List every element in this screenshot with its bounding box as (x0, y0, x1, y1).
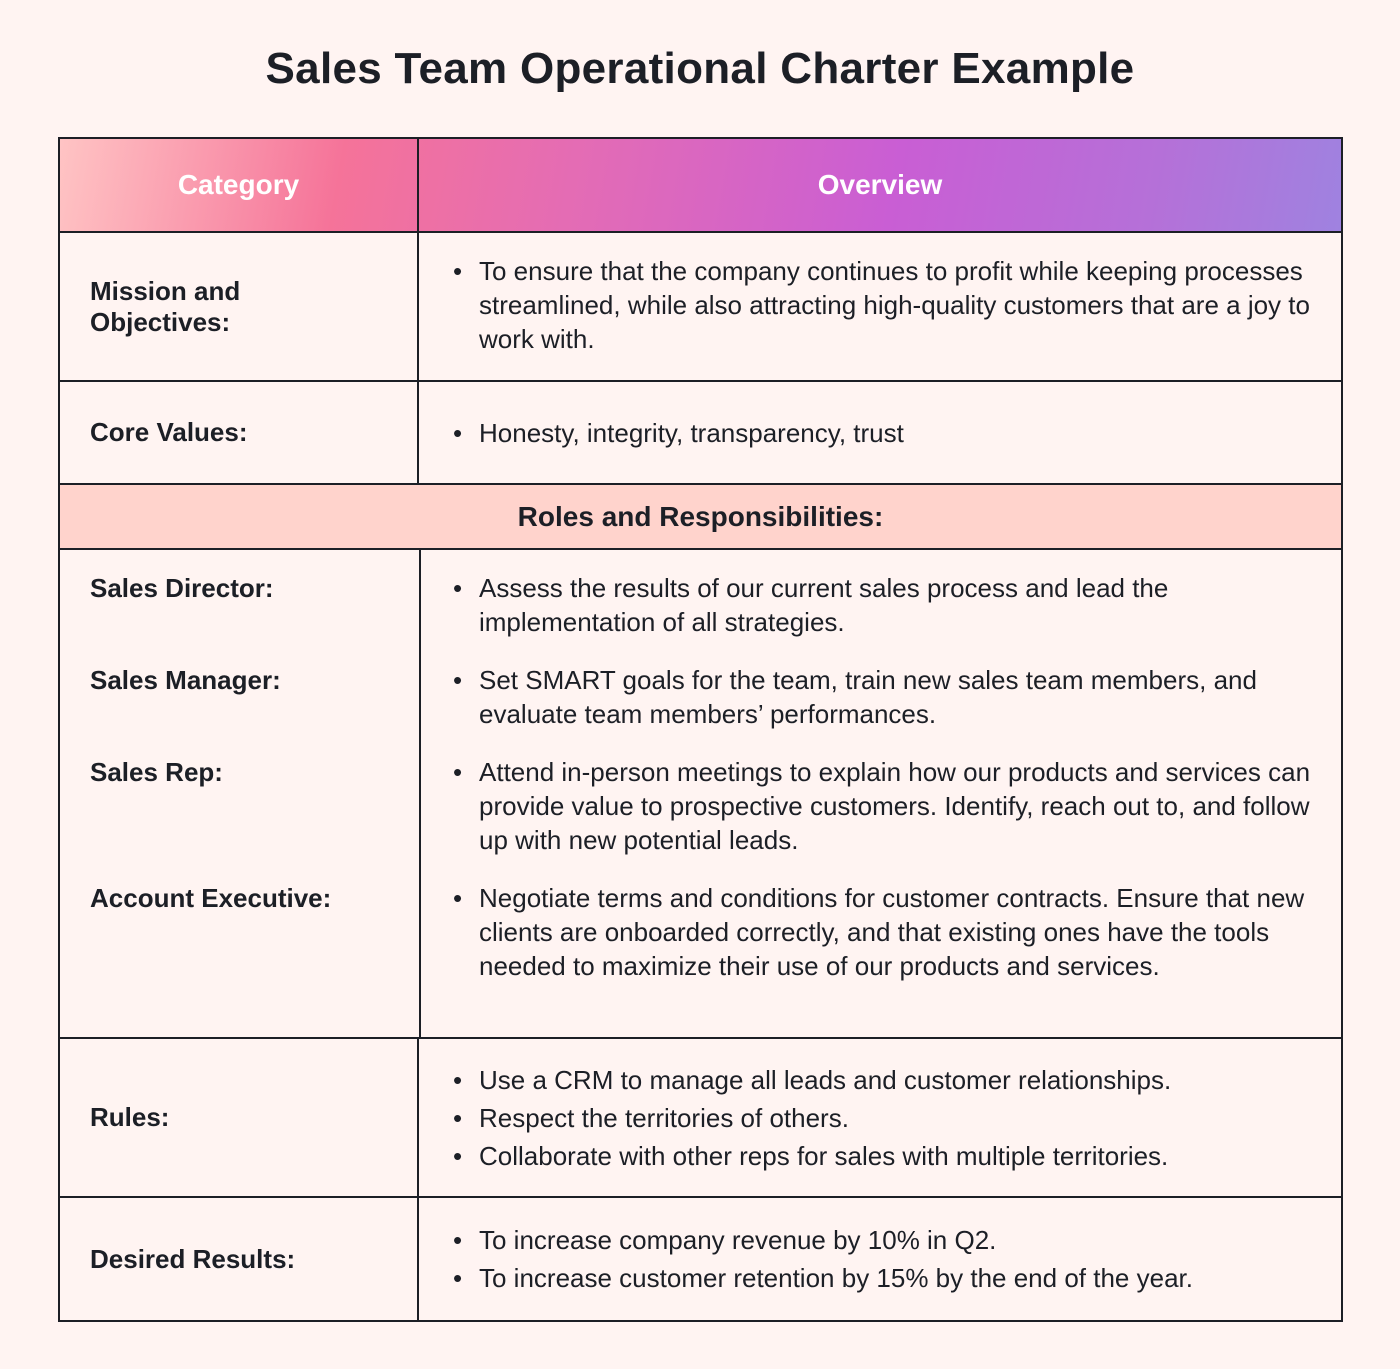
section-roles: Roles and Responsibilities: (60, 483, 1341, 548)
table-row: Core Values: Honesty, integrity, transpa… (60, 380, 1341, 483)
row-label: Desired Results: (60, 1198, 419, 1320)
table-row: Mission and Objectives: To ensure that t… (60, 231, 1341, 380)
list-item: Attend in-person meetings to explain how… (449, 755, 1311, 857)
charter-table: Category Overview Mission and Objectives… (58, 137, 1343, 1322)
role-item: Sales Rep: Attend in-person meetings to e… (60, 755, 1341, 857)
role-item: Sales Manager: Set SMART goals for the te… (60, 663, 1341, 731)
role-label: Account Executive: (90, 883, 332, 913)
header-overview: Overview (817, 169, 943, 200)
row-label: Mission and Objectives: (60, 233, 419, 380)
list-item: Negotiate terms and conditions for custo… (449, 881, 1311, 983)
table-header: Category Overview (60, 139, 1341, 231)
table-row: Rules: Use a CRM to manage all leads and… (60, 1037, 1341, 1196)
role-label: Sales Director: (90, 573, 274, 603)
list-item: Collaborate with other reps for sales wi… (449, 1137, 1171, 1175)
row-label: Core Values: (60, 382, 419, 483)
list-item: To increase company revenue by 10% in Q2… (449, 1221, 1193, 1259)
header-category: Category (60, 139, 419, 231)
list-item: Respect the territories of others. (449, 1099, 1171, 1137)
list-item: To ensure that the company continues to … (449, 254, 1311, 356)
table-row: Desired Results: To increase company rev… (60, 1196, 1341, 1320)
role-item: Account Executive: Negotiate terms and co… (60, 881, 1341, 983)
row-label: Rules: (60, 1039, 419, 1196)
list-item: To increase customer retention by 15% by… (449, 1259, 1193, 1297)
table-row-roles: Sales Director: Assess the results of our… (60, 548, 1341, 1039)
list-item: Assess the results of our current sales … (449, 571, 1311, 639)
list-item: Honesty, integrity, transparency, trust (449, 416, 904, 450)
list-item: Set SMART goals for the team, train new … (449, 663, 1311, 731)
page-title: Sales Team Operational Charter Example (265, 44, 1135, 93)
list-item: Use a CRM to manage all leads and custom… (449, 1061, 1171, 1099)
role-label: Sales Manager: (90, 665, 281, 695)
role-label: Sales Rep: (90, 757, 223, 787)
role-item: Sales Director: Assess the results of our… (60, 571, 1341, 639)
